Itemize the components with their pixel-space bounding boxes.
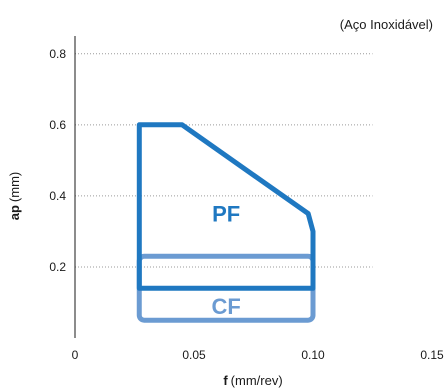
grid [75, 53, 373, 268]
ticks: 0.2 0.4 0.6 0.8 0 0.05 0.10 0.15 [49, 47, 444, 362]
x-tick-label: 0.10 [301, 348, 325, 362]
y-tick-label: 0.4 [49, 189, 66, 203]
y-axis-title: ap (mm) [7, 172, 22, 221]
y-tick-label: 0.8 [49, 47, 66, 61]
x-tick-label: 0.15 [420, 348, 444, 362]
x-tick-label: 0 [72, 348, 79, 362]
region-pf-outline [136, 122, 316, 291]
y-axis-symbol: ap [7, 205, 22, 220]
y-axis-unit: (mm) [7, 172, 22, 202]
x-axis-title: f (mm/rev) [223, 373, 282, 388]
labels: (Aço Inoxidável) f (mm/rev) ap (mm) [7, 17, 433, 388]
y-tick-label: 0.6 [49, 118, 66, 132]
x-axis-symbol: f [223, 373, 228, 388]
x-axis-unit: (mm/rev) [231, 373, 283, 388]
y-tick-label: 0.2 [49, 260, 66, 274]
chart-subtitle: (Aço Inoxidável) [340, 17, 433, 32]
region-pf-label: PF [212, 202, 240, 227]
region-cf-label: CF [211, 294, 240, 319]
x-tick-label: 0.05 [182, 348, 206, 362]
regions: CF PF [136, 122, 316, 323]
